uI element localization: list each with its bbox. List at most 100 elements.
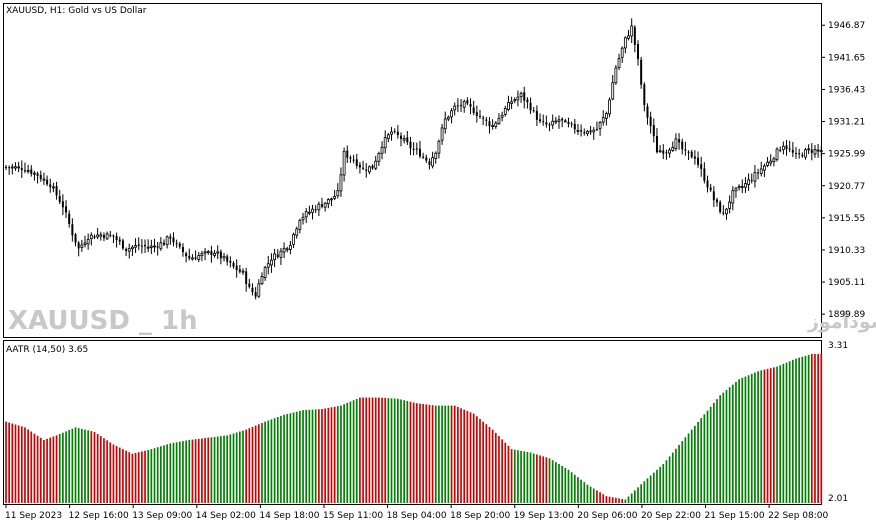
candle xyxy=(595,121,598,132)
candle xyxy=(709,183,712,192)
candle xyxy=(159,237,163,251)
candle xyxy=(747,173,750,191)
candle xyxy=(396,125,399,139)
time-tick-label: 11 Sep 2023 xyxy=(5,511,62,521)
candle xyxy=(801,152,804,158)
candle xyxy=(191,254,194,261)
candle xyxy=(68,210,71,228)
candle xyxy=(93,234,96,240)
price-tick-label: 1905.11 xyxy=(828,278,865,288)
candle xyxy=(737,184,741,191)
candle xyxy=(434,151,438,164)
candle xyxy=(245,267,248,292)
candle xyxy=(109,230,112,238)
candle xyxy=(678,133,681,150)
candle xyxy=(52,182,55,193)
candle xyxy=(494,121,498,129)
candle xyxy=(263,265,267,281)
candle xyxy=(188,248,191,261)
candle xyxy=(804,147,807,160)
candle xyxy=(102,232,105,242)
candle xyxy=(693,150,696,165)
candle xyxy=(775,147,779,162)
price-pane[interactable] xyxy=(3,3,822,338)
candle xyxy=(115,232,118,248)
time-tick-label: 21 Sep 15:00 xyxy=(705,511,765,521)
candle xyxy=(643,82,646,112)
candle xyxy=(437,139,441,159)
candle xyxy=(127,243,131,259)
candle xyxy=(49,178,52,193)
candle xyxy=(722,205,725,216)
candle xyxy=(728,195,732,214)
candle xyxy=(298,218,302,234)
candle xyxy=(684,141,687,156)
candle xyxy=(703,162,706,184)
candle xyxy=(330,197,333,206)
candle xyxy=(570,121,573,128)
candle xyxy=(165,235,169,249)
candle xyxy=(586,129,589,137)
candle xyxy=(652,118,655,143)
candle xyxy=(589,125,592,135)
candle xyxy=(355,153,358,169)
candle xyxy=(146,239,150,253)
candle xyxy=(83,235,87,248)
candle xyxy=(402,135,406,144)
candle xyxy=(687,150,690,161)
candle xyxy=(526,97,529,109)
candle xyxy=(716,197,718,207)
time-tick-label: 20 Sep 22:00 xyxy=(641,511,701,521)
candle xyxy=(750,173,753,184)
candle xyxy=(8,165,11,175)
candle xyxy=(346,145,349,163)
candle xyxy=(497,113,501,125)
candle xyxy=(816,144,820,158)
candle xyxy=(156,241,159,256)
candle xyxy=(542,114,545,126)
candle xyxy=(301,212,305,225)
candle xyxy=(181,243,184,257)
candle xyxy=(418,140,421,159)
candle xyxy=(757,168,760,180)
candle xyxy=(149,239,153,254)
candle xyxy=(469,98,472,115)
candle xyxy=(623,36,627,54)
candle xyxy=(766,157,769,168)
candle xyxy=(10,163,14,175)
price-tick-label: 1941.65 xyxy=(828,53,865,63)
candle xyxy=(551,114,555,129)
candle xyxy=(386,132,390,143)
candle xyxy=(304,208,308,224)
candle xyxy=(55,181,58,200)
candle xyxy=(323,201,327,212)
candle xyxy=(200,250,204,262)
candle xyxy=(649,111,652,134)
indicator-axis: 3.31 2.01 xyxy=(828,341,848,504)
candle xyxy=(390,126,393,141)
time-tick-label: 15 Sep 11:00 xyxy=(323,511,383,521)
candle xyxy=(807,144,811,155)
candle xyxy=(99,231,103,241)
candle xyxy=(229,256,232,268)
price-tick-label: 1915.55 xyxy=(828,214,865,224)
candle xyxy=(415,142,418,155)
time-tick-label: 13 Sep 09:00 xyxy=(132,511,192,521)
candle xyxy=(763,163,766,177)
price-tick-label: 1899.89 xyxy=(828,310,865,320)
candle xyxy=(178,241,181,249)
candle xyxy=(26,164,30,174)
candle xyxy=(137,237,140,251)
candle xyxy=(321,197,323,209)
candle xyxy=(700,156,703,177)
candle xyxy=(276,249,279,259)
candle xyxy=(194,250,197,261)
candle xyxy=(210,245,213,263)
candle xyxy=(706,175,709,193)
candle xyxy=(655,128,658,154)
candle xyxy=(279,247,283,265)
candle xyxy=(112,234,115,244)
candle xyxy=(222,253,226,262)
candle xyxy=(406,130,409,145)
